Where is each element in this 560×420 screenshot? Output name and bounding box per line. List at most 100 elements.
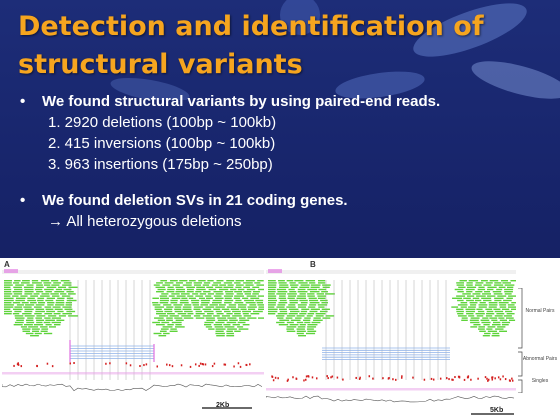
normal-read: [213, 295, 222, 297]
normal-read: [4, 280, 12, 282]
normal-read: [24, 288, 34, 291]
normal-read: [475, 313, 485, 315]
normal-read: [51, 321, 62, 324]
normal-read: [299, 293, 306, 295]
normal-read: [506, 313, 515, 315]
normal-read: [491, 335, 500, 337]
normal-read: [48, 326, 56, 328]
normal-read: [235, 284, 244, 286]
normal-read: [286, 326, 297, 328]
normal-read: [482, 293, 491, 295]
normal-read: [196, 286, 205, 288]
normal-read: [66, 299, 77, 302]
normal-read: [249, 304, 257, 306]
normal-read: [60, 293, 67, 295]
normal-read: [27, 317, 34, 319]
normal-read: [232, 324, 240, 326]
coverage-tag: [266, 388, 516, 391]
normal-read: [255, 299, 264, 302]
normal-read: [169, 280, 178, 282]
normal-read: [164, 308, 173, 310]
discordant-read: [171, 365, 174, 368]
normal-read: [30, 335, 39, 337]
normal-read: [191, 302, 199, 304]
discordant-read: [189, 365, 192, 368]
discordant-read: [487, 378, 490, 381]
panel-b: B 5Kb: [265, 260, 520, 416]
normal-read: [317, 304, 328, 306]
normal-read: [276, 306, 285, 308]
discordant-read: [484, 376, 487, 379]
normal-read: [12, 313, 20, 315]
normal-read: [256, 284, 265, 286]
discordant-read: [303, 379, 305, 382]
normal-read: [213, 324, 223, 326]
normal-read: [494, 310, 504, 313]
normal-read: [457, 315, 467, 317]
normal-read: [224, 291, 234, 293]
normal-read: [53, 313, 61, 315]
discordant-read: [342, 378, 344, 381]
normal-read: [470, 321, 480, 324]
discordant-read: [239, 365, 242, 368]
bullet-2-text: We found deletion SVs in 21 coding genes…: [42, 192, 348, 209]
normal-read: [475, 291, 483, 293]
normal-read: [27, 299, 37, 302]
normal-read: [497, 295, 507, 297]
discordant-read: [286, 379, 289, 382]
bracket-lines: [518, 288, 523, 393]
normal-read: [468, 306, 476, 308]
normal-read: [498, 286, 506, 288]
normal-read: [174, 317, 183, 319]
normal-read: [28, 326, 39, 328]
normal-read: [492, 321, 501, 324]
discordant-read: [458, 376, 461, 379]
normal-read: [166, 319, 173, 321]
normal-read: [290, 284, 299, 286]
normal-read: [45, 308, 54, 310]
discordant-read: [504, 378, 507, 381]
normal-read: [160, 330, 167, 332]
normal-read: [175, 324, 182, 326]
normal-read: [174, 308, 182, 310]
normal-read: [170, 302, 178, 304]
normal-read: [276, 288, 287, 291]
discordant-read: [387, 377, 390, 380]
normal-read: [488, 304, 498, 306]
normal-read: [478, 304, 488, 306]
normal-read: [494, 315, 503, 317]
normal-read: [467, 286, 477, 288]
normal-read: [206, 297, 213, 299]
coverage-line: [1, 383, 263, 392]
normal-read: [246, 288, 256, 291]
normal-read: [287, 293, 297, 295]
normal-read: [318, 288, 327, 291]
normal-read: [485, 282, 493, 284]
normal-read: [300, 310, 308, 313]
normal-read: [16, 304, 24, 306]
normal-read: [67, 293, 76, 295]
normal-read: [206, 286, 214, 288]
normal-read: [470, 304, 477, 306]
normal-read: [195, 291, 202, 293]
normal-read: [321, 302, 328, 304]
normal-read: [166, 291, 175, 293]
normal-read: [213, 308, 221, 310]
normal-read: [466, 284, 473, 286]
normal-read: [294, 280, 304, 282]
normal-read: [458, 286, 466, 288]
normal-read: [479, 330, 486, 332]
normal-read: [507, 304, 515, 306]
discordant-read: [249, 363, 251, 366]
normal-read: [215, 293, 224, 295]
normal-read: [4, 288, 12, 291]
normal-read: [492, 291, 502, 293]
normal-read: [230, 288, 237, 291]
normal-read: [487, 288, 494, 291]
discordant-read: [277, 377, 279, 380]
discordant-read: [20, 365, 23, 368]
normal-read: [216, 313, 224, 315]
normal-read: [51, 317, 62, 319]
discordant-read: [69, 362, 72, 365]
normal-read: [4, 308, 11, 310]
